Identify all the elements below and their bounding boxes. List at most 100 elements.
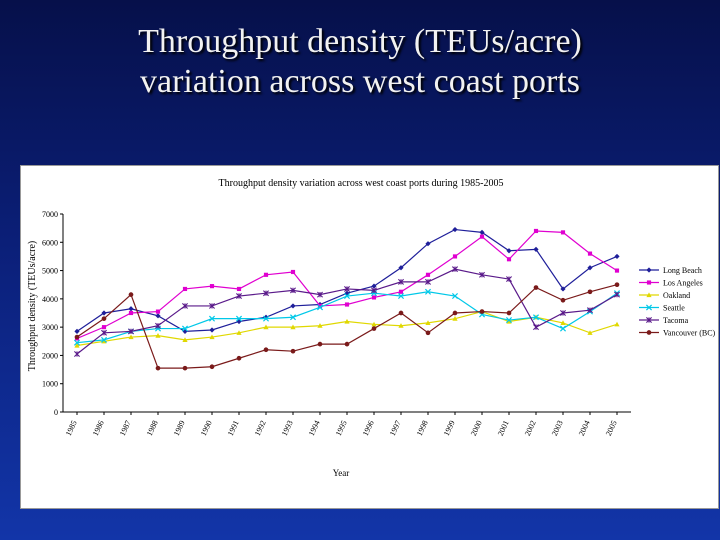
- data-point: [236, 318, 242, 325]
- data-point: [263, 324, 269, 330]
- data-point: [646, 292, 652, 298]
- data-point: [101, 310, 107, 316]
- y-tick-label: 7000: [42, 210, 58, 219]
- axes: 0 1000 2000 3000 4000 5000 6000 7000 1985 1986 198…: [42, 210, 631, 437]
- data-point: [371, 287, 377, 294]
- legend-label: Tacoma: [663, 316, 689, 325]
- legend-label: Seattle: [663, 304, 685, 313]
- x-tick-label: 1991: [226, 419, 241, 437]
- data-point: [128, 328, 134, 335]
- legend-entry: Vancouver (BC): [639, 329, 716, 338]
- data-point: [560, 320, 566, 325]
- x-tick-label: 1993: [280, 419, 295, 437]
- data-point: [371, 321, 377, 327]
- data-point: [209, 327, 215, 333]
- data-point: [182, 365, 188, 371]
- data-point: [317, 341, 323, 347]
- legend-label: Oakland: [663, 291, 690, 300]
- data-point: [263, 290, 269, 297]
- data-point: [182, 286, 188, 292]
- data-point: [425, 272, 431, 277]
- data-point: [128, 334, 134, 340]
- data-point: [398, 310, 404, 316]
- slide-title-line-1: Throughput density (TEUs/acre): [138, 23, 582, 60]
- data-point: [209, 364, 215, 370]
- data-point: [343, 293, 351, 300]
- data-point: [397, 293, 405, 300]
- y-tick-label: 5000: [42, 267, 58, 276]
- x-tick-label: 2005: [604, 419, 619, 437]
- chart-frame: Throughput density variation across west…: [20, 165, 719, 509]
- y-tick-label: 1000: [42, 380, 58, 389]
- data-point: [559, 325, 567, 332]
- data-point: [344, 285, 350, 292]
- chart-title: Throughput density variation across west…: [219, 178, 504, 189]
- data-point: [532, 314, 540, 321]
- data-point: [236, 355, 242, 361]
- data-point: [74, 334, 80, 340]
- y-tick-label: 3000: [42, 323, 58, 332]
- data-point: [263, 347, 269, 353]
- data-point: [479, 309, 485, 314]
- data-point: [506, 257, 512, 262]
- data-point: [155, 322, 161, 329]
- data-point: [236, 293, 242, 300]
- data-point: [452, 266, 458, 273]
- data-point: [289, 314, 297, 321]
- data-point: [560, 310, 566, 316]
- data-point: [533, 324, 539, 331]
- data-point: [181, 325, 189, 332]
- x-tick-label: 1989: [172, 419, 187, 437]
- y-tick-label: 2000: [42, 351, 58, 360]
- slide-title-line-2: variation across west coast ports: [140, 63, 580, 100]
- x-tick-label: 1992: [253, 419, 268, 437]
- data-point: [646, 317, 652, 323]
- x-tick-label: 2002: [523, 419, 538, 437]
- x-tick-label: 1987: [118, 419, 133, 437]
- data-point: [182, 302, 188, 309]
- data-point: [155, 333, 161, 338]
- data-point: [560, 230, 566, 235]
- data-point: [128, 306, 134, 312]
- x-tick-label: 1994: [307, 419, 322, 437]
- data-point: [505, 317, 513, 324]
- data-point: [74, 351, 80, 358]
- data-point: [614, 282, 620, 288]
- data-point: [533, 228, 539, 234]
- data-point: [128, 310, 134, 316]
- data-point: [587, 251, 593, 256]
- data-point: [209, 334, 215, 340]
- data-point: [614, 321, 620, 327]
- data-point: [506, 318, 512, 324]
- data-point: [398, 265, 404, 271]
- x-tick-label: 1986: [91, 419, 106, 437]
- data-point: [290, 303, 296, 309]
- data-point: [235, 315, 243, 322]
- x-tick-label: 1996: [361, 419, 376, 437]
- data-point: [614, 291, 620, 298]
- data-point: [182, 337, 188, 342]
- x-tick-label: 1990: [199, 419, 214, 437]
- data-point: [506, 248, 512, 254]
- data-point: [208, 315, 216, 322]
- x-tick-label: 2001: [496, 419, 511, 437]
- data-point: [209, 284, 215, 289]
- data-point: [371, 295, 377, 300]
- data-point: [236, 330, 242, 335]
- data-point: [263, 272, 269, 277]
- data-point: [290, 324, 296, 330]
- data-point: [155, 365, 161, 371]
- data-point: [506, 276, 512, 283]
- y-tick-label: 4000: [42, 295, 58, 304]
- data-point: [290, 348, 296, 354]
- data-point: [646, 267, 652, 273]
- series-vancouver-bc-: [74, 282, 620, 371]
- data-point: [155, 309, 161, 314]
- series-layer: [73, 226, 621, 371]
- y-tick-label: 6000: [42, 238, 58, 247]
- x-tick-label: 1985: [64, 419, 79, 437]
- data-point: [452, 310, 458, 316]
- data-point: [425, 330, 431, 336]
- x-axis-label: Year: [333, 468, 350, 478]
- legend-label: Long Beach: [663, 266, 702, 275]
